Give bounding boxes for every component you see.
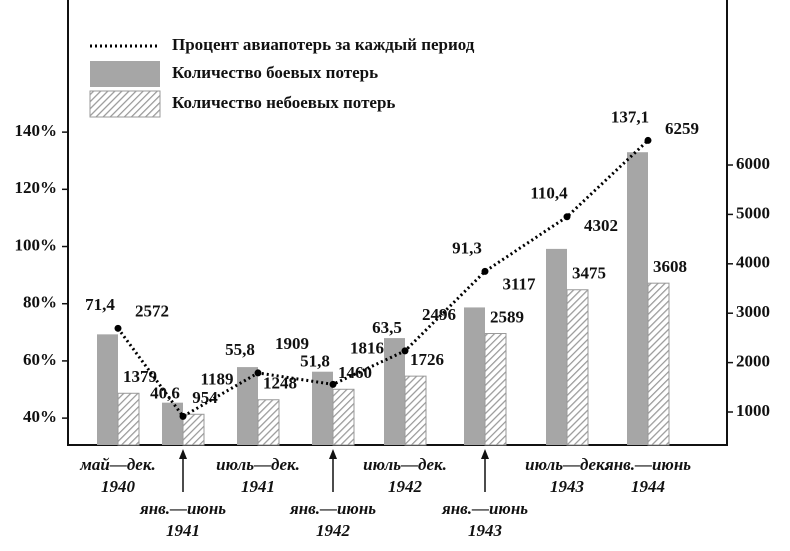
x-tick-label: янв.—июнь xyxy=(289,499,376,518)
data-label: 137,1 xyxy=(611,107,649,126)
point xyxy=(254,369,262,377)
data-label: 1816 xyxy=(350,339,384,358)
data-label: 40,6 xyxy=(150,383,180,402)
bar xyxy=(117,392,140,446)
legend-swatch xyxy=(89,90,161,118)
x-tick-label: июль—дек. xyxy=(363,455,447,474)
legend-label: Количество боевых потерь xyxy=(172,63,378,82)
data-label: 1189 xyxy=(200,370,233,389)
point xyxy=(401,347,409,355)
bar xyxy=(237,367,258,445)
bar xyxy=(484,333,507,446)
point xyxy=(329,380,337,388)
x-tick-label: 1943 xyxy=(550,477,585,496)
data-label: 51,8 xyxy=(300,351,330,370)
x-tick-label: 1941 xyxy=(166,521,200,540)
data-label: 63,5 xyxy=(372,318,402,337)
data-label: 110,4 xyxy=(530,184,568,203)
legend-label: Процент авиапотерь за каждый период xyxy=(172,35,475,54)
data-label: 3475 xyxy=(572,264,606,283)
x-tick-label: янв.—июнь xyxy=(139,499,226,518)
data-label: 71,4 xyxy=(85,295,115,314)
y-tick-label: 100% xyxy=(15,235,58,254)
bar xyxy=(384,338,405,445)
data-label: 1726 xyxy=(410,350,444,369)
y2-tick-label: 3000 xyxy=(736,302,770,321)
y2-tick-label: 4000 xyxy=(736,253,770,272)
data-label: 1248 xyxy=(263,374,297,393)
x-tick-label: июль—дек. xyxy=(525,455,609,474)
arrow-head xyxy=(329,449,337,459)
bar xyxy=(546,248,567,445)
bar xyxy=(182,413,205,446)
bar xyxy=(97,334,118,445)
arrow-head xyxy=(179,449,187,459)
arrow-head xyxy=(481,449,489,459)
data-label: 6259 xyxy=(665,119,699,138)
bar xyxy=(464,307,485,445)
bar xyxy=(647,282,670,446)
data-label: 1379 xyxy=(123,367,157,386)
x-tick-label: июль—дек. xyxy=(216,455,300,474)
x-tick-label: янв.—июнь xyxy=(604,455,691,474)
data-label: 2589 xyxy=(490,307,524,326)
bar xyxy=(162,402,183,445)
data-label: 3117 xyxy=(502,274,536,293)
data-label: 55,8 xyxy=(225,340,255,359)
data-label: 2496 xyxy=(422,305,456,324)
point xyxy=(563,213,571,221)
x-tick-label: май—дек. xyxy=(79,455,155,474)
bar xyxy=(332,388,355,446)
bar xyxy=(257,399,280,446)
x-tick-label: 1940 xyxy=(101,477,136,496)
y-tick-label: 40% xyxy=(23,407,57,426)
y2-tick-label: 2000 xyxy=(736,352,770,371)
data-label: 91,3 xyxy=(452,238,482,257)
x-tick-label: янв.—июнь xyxy=(441,499,528,518)
y-tick-label: 80% xyxy=(23,293,57,312)
x-tick-label: 1944 xyxy=(631,477,665,496)
data-label: 954 xyxy=(192,388,218,407)
data-label: 1909 xyxy=(275,334,309,353)
point xyxy=(481,267,489,275)
data-label: 4302 xyxy=(584,216,618,235)
x-tick-label: 1942 xyxy=(316,521,351,540)
y-tick-label: 140% xyxy=(15,121,58,140)
line xyxy=(116,139,650,419)
x-tick-label: 1941 xyxy=(241,477,275,496)
legend-label: Количество небоевых потерь xyxy=(172,93,395,112)
y2-tick-label: 6000 xyxy=(736,154,770,173)
data-label: 2572 xyxy=(135,301,169,320)
x-tick-label: 1942 xyxy=(388,477,423,496)
bar xyxy=(404,375,427,446)
bar xyxy=(312,371,333,445)
y-tick-label: 60% xyxy=(23,350,57,369)
x-tick-label: 1943 xyxy=(468,521,503,540)
legend-swatch xyxy=(90,61,160,87)
data-label: 3608 xyxy=(653,257,687,276)
y2-tick-label: 1000 xyxy=(736,401,770,420)
point xyxy=(114,324,122,332)
y-tick-label: 120% xyxy=(15,178,58,197)
bar xyxy=(566,289,589,446)
point xyxy=(644,136,652,144)
point xyxy=(179,412,187,420)
bar xyxy=(627,152,648,446)
y2-tick-label: 5000 xyxy=(736,203,770,222)
